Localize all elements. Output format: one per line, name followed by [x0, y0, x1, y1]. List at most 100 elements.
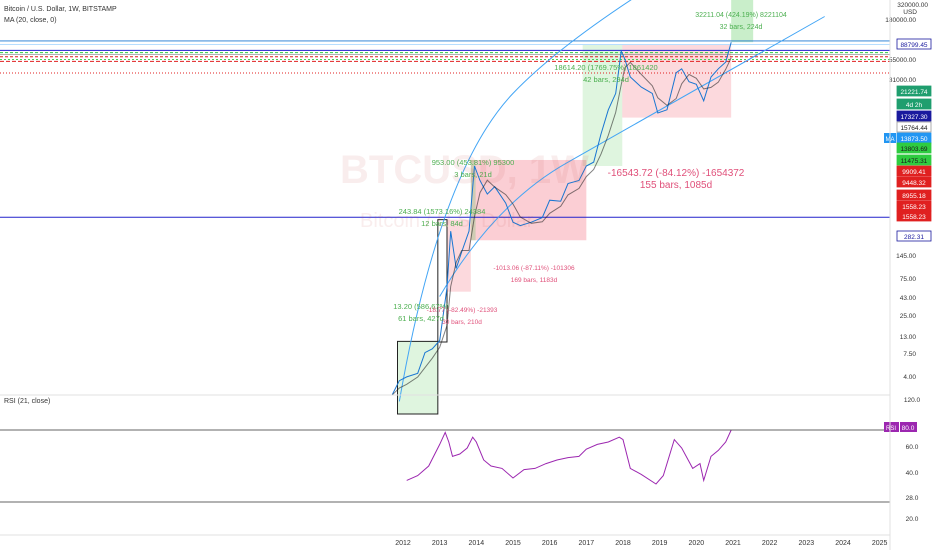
price-badge	[896, 165, 932, 177]
price-tick: 25.00	[900, 313, 917, 320]
rally-box-1a	[397, 340, 439, 415]
rsi-tick: 40.0	[906, 470, 919, 477]
price-badge-text: 11475.31	[901, 158, 928, 165]
rsi-value-box	[900, 422, 917, 432]
price-tick: 180000.00	[885, 17, 916, 24]
price-tick: 13.00	[900, 334, 917, 341]
rally_1b-bars: 12 bars, 84d	[421, 219, 463, 228]
price-badge-text: 1558.23	[902, 214, 926, 221]
price-badge-text: 88799.45	[900, 42, 927, 49]
price-badge	[896, 121, 932, 133]
rsi-tag-label: RSI	[886, 426, 896, 432]
growth-arcs	[398, 0, 825, 402]
moving-average-line	[391, 57, 732, 396]
price-badge-text: 13803.69	[900, 146, 927, 153]
watermark-name: Bitcoin / U.S. Dollar	[360, 210, 533, 233]
rally_3-bars: 42 bars, 294d	[583, 75, 629, 84]
rsi-tick: 20.0	[906, 516, 919, 523]
rally_1b-value: 243.84 (1573.16%) 24384	[399, 207, 486, 216]
price-badge-text: 13873.50	[900, 136, 927, 143]
drop_3-value: -16543.72 (-84.12%) -1654372	[608, 168, 745, 179]
rsi-tag-box	[884, 422, 899, 432]
time-tick: 2023	[799, 540, 815, 547]
price-badge-text: 8955.18	[902, 193, 926, 200]
price-tick: 43.00	[900, 295, 917, 302]
price-tick: 145.00	[896, 253, 916, 260]
rally_2-bars: 3 bars, 21d	[454, 170, 492, 179]
price-badge	[896, 230, 932, 242]
rally_3-value: 18614.20 (1769.75%) 1861420	[554, 63, 657, 72]
time-tick: 2025	[872, 540, 888, 547]
price-badge-text: 9909.41	[902, 169, 926, 176]
price-tick: 55000.00	[889, 57, 916, 64]
rally_2-value: 953.00 (453.81%) 95300	[432, 158, 515, 167]
rsi-value-label: 80.0	[902, 425, 915, 432]
rally-box-2	[470, 159, 476, 241]
rally_4-bars: 32 bars, 224d	[720, 24, 763, 31]
time-tick: 2022	[762, 540, 778, 547]
chart-header: Bitcoin / U.S. Dollar, 1W, BITSTAMP MA (…	[4, 4, 117, 26]
time-tick: 2012	[395, 540, 411, 547]
rally-box-4	[731, 0, 754, 43]
price-badge	[896, 38, 932, 50]
rsi-levels	[0, 429, 890, 503]
time-tick: 2019	[652, 540, 668, 547]
symbol-title[interactable]: Bitcoin / U.S. Dollar, 1W, BITSTAMP	[4, 6, 117, 13]
time-tick: 2024	[835, 540, 851, 547]
drop_1-bars: 30 bars, 210d	[442, 319, 482, 326]
price-badge-text: 17327.30	[900, 114, 927, 121]
watermark-symbol: BTCUSD, 1W	[340, 148, 589, 192]
drop_2-bars: 169 bars, 1183d	[511, 277, 558, 284]
price-tick: 75.00	[900, 276, 917, 283]
watermark-name-text: Bitcoin / U.S. Dollar	[360, 210, 534, 232]
rsi-tick: 60.0	[906, 444, 919, 451]
rsi-line	[406, 429, 732, 485]
drop_2-value: -1013.06 (-87.11%) -101306	[493, 265, 575, 272]
price-badge-text: 15764.44	[900, 125, 927, 132]
rally_4-value: 32211.04 (424.19%) 8221104	[695, 12, 787, 19]
drop_3-bars: 155 bars, 1085d	[640, 180, 712, 191]
price-badge	[896, 142, 932, 154]
watermark: BTCUSD, 1W	[340, 148, 589, 193]
time-tick: 2015	[505, 540, 521, 547]
drop_1-value: -18.77 (-82.49%) -21393	[427, 307, 498, 314]
price-badge	[896, 189, 932, 201]
price-badge-text: 9448.32	[902, 180, 926, 187]
time-tick: 2014	[469, 540, 485, 547]
price-badge	[896, 98, 932, 110]
price-badge	[896, 210, 932, 222]
lower-growth-arc	[439, 16, 825, 297]
price-tick: 31000.00	[889, 77, 916, 84]
price-badge-text: 21221.74	[900, 89, 927, 96]
price-badge-text: 1558.23	[902, 204, 926, 211]
price-tick: 4.00	[903, 374, 916, 381]
time-tick: 2020	[689, 540, 705, 547]
time-tick: 2017	[579, 540, 595, 547]
price-tick: 7.50	[903, 351, 916, 358]
price-line	[391, 42, 732, 396]
price-badge	[896, 110, 932, 122]
time-tick: 2016	[542, 540, 558, 547]
rally-box-3	[582, 44, 623, 166]
price-badge	[896, 85, 932, 97]
time-tick: 2021	[725, 540, 741, 547]
drop-box-3	[622, 44, 732, 118]
rally_1a-value: 13.20 (586.67%)	[393, 302, 449, 311]
upper-growth-arc	[398, 0, 632, 402]
time-axis: 2012 2013 2014 2015 2016 2017 2018 2019 2020 2021…	[395, 540, 887, 547]
time-tick: 2018	[615, 540, 631, 547]
annotations: 32211.04 (424.19%) 8221104 32 bars, 224d 1…	[393, 12, 787, 326]
rsi-title[interactable]: RSI (21, close)	[4, 398, 51, 405]
currency-label: USD	[903, 9, 917, 16]
price-tick: 320000.00	[897, 2, 928, 9]
price-badge-text: 282.31	[904, 234, 924, 241]
rsi-tick: 120.0	[904, 397, 921, 404]
price-badge	[896, 176, 932, 188]
time-tick: 2013	[432, 540, 448, 547]
rally_1a-bars: 61 bars, 427d	[398, 314, 444, 323]
ma-indicator-label[interactable]: MA (20, close, 0)	[4, 17, 57, 24]
price-badge-text: 4d 2h	[906, 102, 923, 109]
price-badge	[896, 154, 932, 166]
